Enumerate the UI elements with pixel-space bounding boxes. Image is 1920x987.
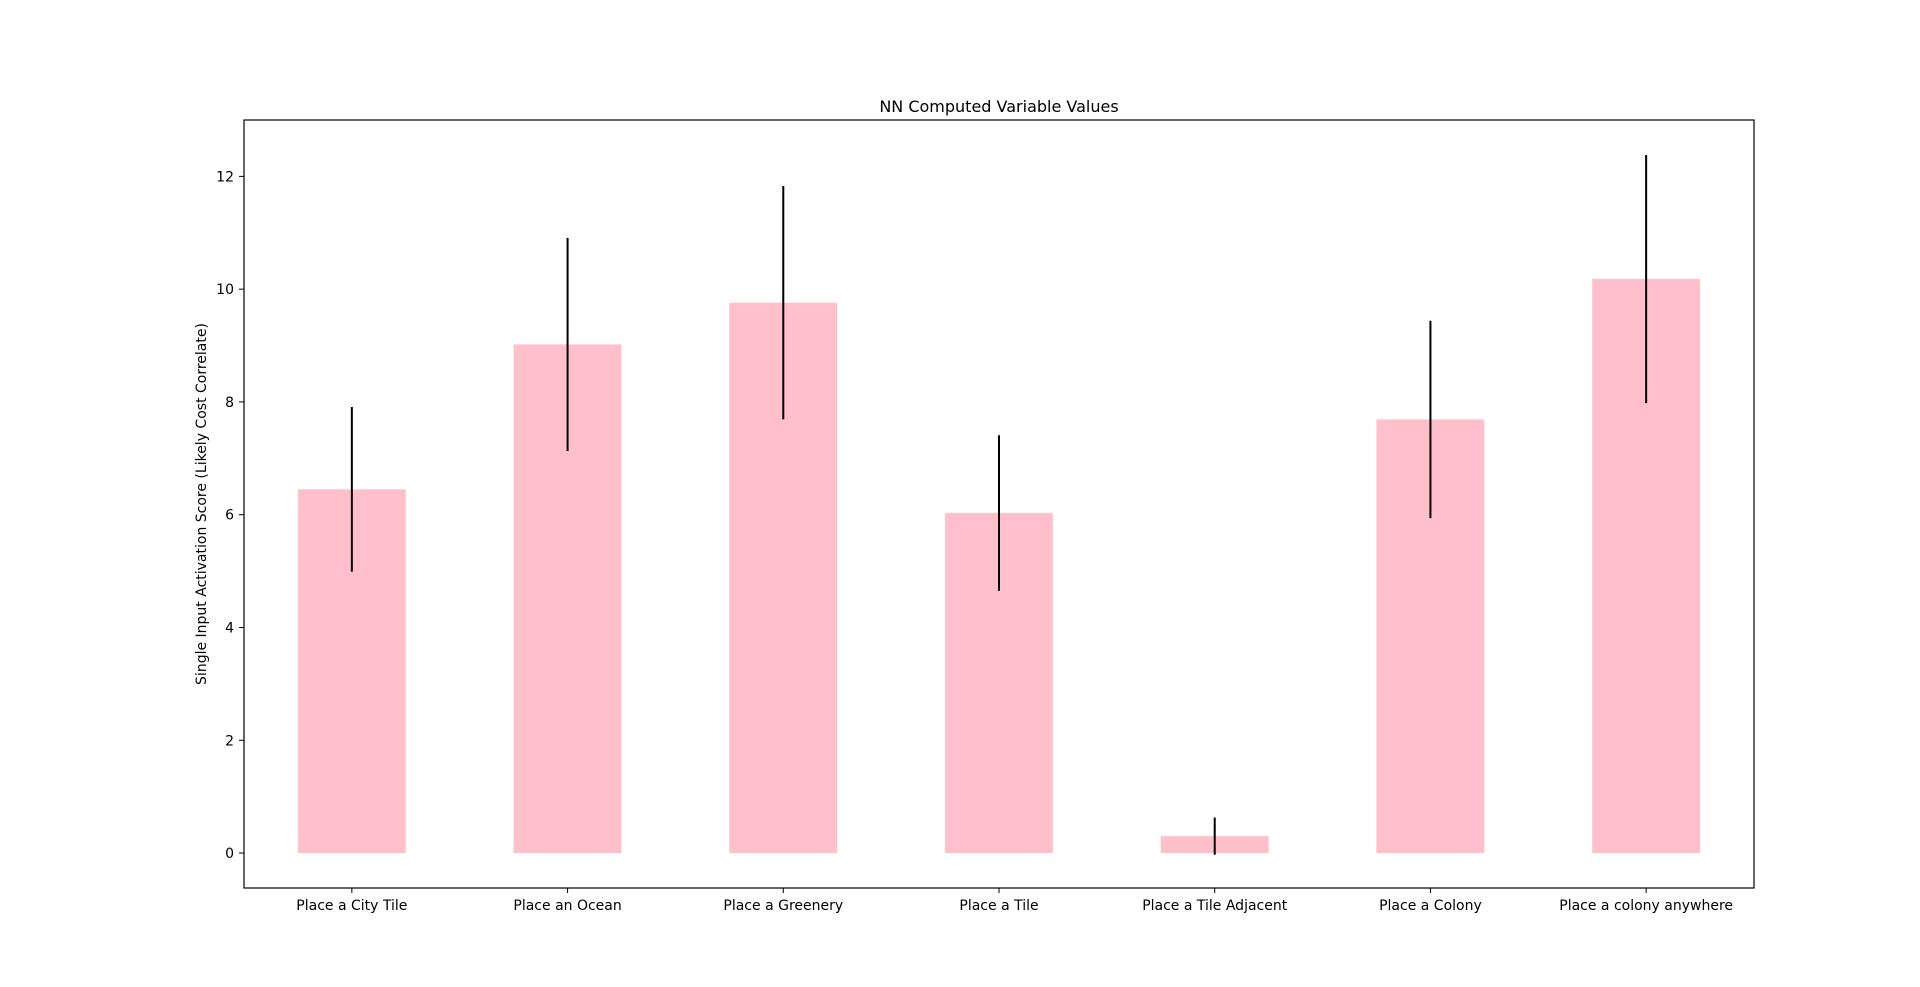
x-tick-label: Place a Tile (959, 898, 1038, 914)
y-tick-label: 8 (225, 395, 234, 411)
x-axis: Place a City Tile Place an Ocean Place a G… (296, 888, 1733, 914)
x-tick-label: Place a colony anywhere (1559, 898, 1733, 914)
x-tick-label: Place an Ocean (513, 898, 621, 914)
x-tick-label: Place a Tile Adjacent (1142, 898, 1288, 914)
x-tick-label: Place a Colony (1379, 898, 1482, 914)
y-tick-label: 4 (225, 620, 234, 636)
y-tick-label: 6 (225, 508, 234, 524)
chart-title: NN Computed Variable Values (879, 97, 1118, 116)
y-axis-label: Single Input Activation Score (Likely Co… (194, 323, 210, 685)
x-tick-label: Place a Greenery (723, 898, 843, 914)
y-tick-label: 10 (216, 282, 234, 298)
y-tick-label: 0 (225, 846, 234, 862)
y-tick-label: 12 (216, 169, 234, 185)
y-axis: 0 2 4 6 8 10 12 (216, 169, 244, 862)
x-tick-label: Place a City Tile (296, 898, 407, 914)
y-tick-label: 2 (225, 733, 234, 749)
errorbars-layer (350, 154, 1648, 855)
